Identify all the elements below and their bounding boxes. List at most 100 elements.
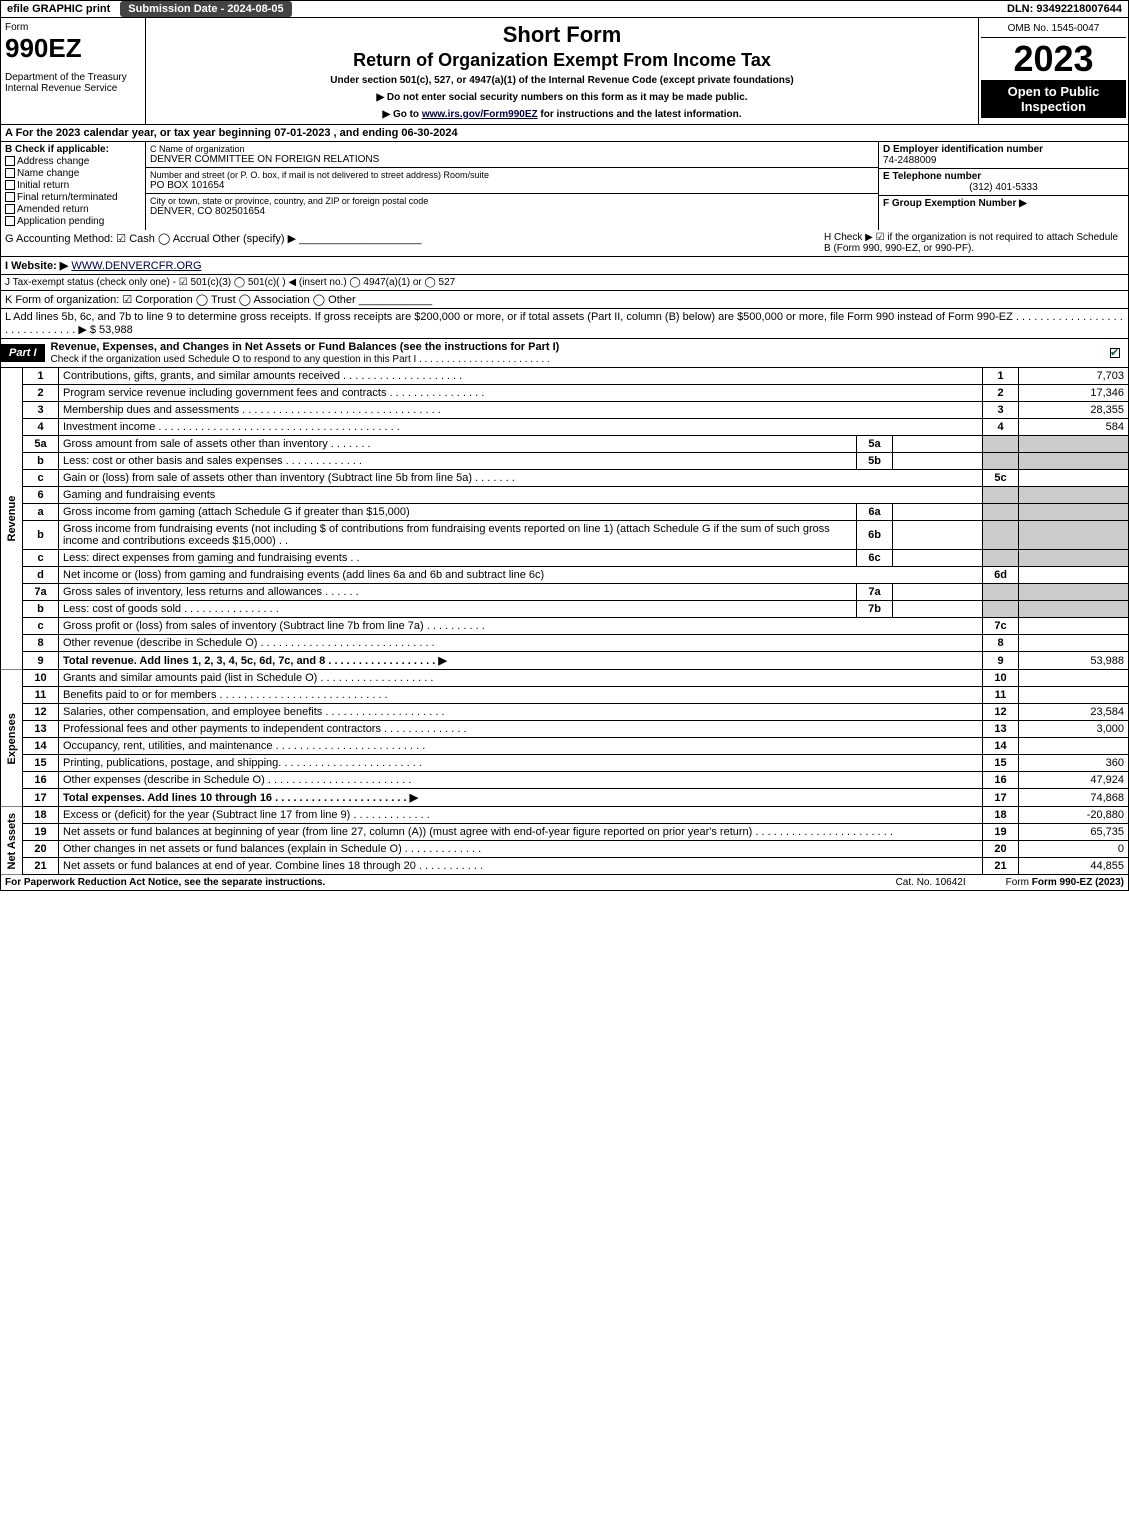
title-return: Return of Organization Exempt From Incom… [150,50,974,71]
line-number: 4 [23,419,59,436]
phone-value: (312) 401-5333 [883,182,1124,193]
line-number: 8 [23,635,59,652]
table-row: 6Gaming and fundraising events [1,487,1129,504]
sub-line-number: 6c [857,550,893,567]
line-desc: Occupancy, rent, utilities, and maintena… [59,738,983,755]
right-val-shaded [1019,584,1129,601]
footer-form-val: Form 990-EZ (2023) [1032,877,1124,888]
top-bar: efile GRAPHIC print Submission Date - 20… [0,0,1129,18]
chk-application-pending[interactable]: Application pending [5,216,141,227]
right-num: 1 [983,368,1019,385]
line-desc: Other revenue (describe in Schedule O) .… [59,635,983,652]
line-number: 3 [23,402,59,419]
sub-line-number: 6b [857,521,893,550]
line-number: c [23,470,59,487]
right-num: 18 [983,807,1019,824]
line-desc: Net income or (loss) from gaming and fun… [59,567,983,584]
right-num: 7c [983,618,1019,635]
right-val-shaded [1019,550,1129,567]
ein-value: 74-2488009 [883,155,1124,166]
table-row: Net Assets18Excess or (deficit) for the … [1,807,1129,824]
ein-label: D Employer identification number [883,144,1124,155]
line-number: 10 [23,670,59,687]
right-val: 47,924 [1019,772,1129,789]
line-number: 1 [23,368,59,385]
right-num-shaded [983,601,1019,618]
website-link[interactable]: WWW.DENVERCFR.ORG [71,260,201,272]
instr-goto-post: for instructions and the latest informat… [538,109,742,120]
right-num-shaded [983,504,1019,521]
form-number: 990EZ [5,33,141,64]
right-num: 8 [983,635,1019,652]
section-label: Revenue [1,368,23,670]
line-desc: Net assets or fund balances at end of ye… [59,858,983,875]
chk-name-change[interactable]: Name change [5,168,141,179]
right-num: 4 [983,419,1019,436]
chk-initial-return[interactable]: Initial return [5,180,141,191]
right-num: 10 [983,670,1019,687]
part1-badge: Part I [1,344,45,362]
line-g-h: G Accounting Method: ☑ Cash ◯ Accrual Ot… [0,230,1129,257]
subtitle: Under section 501(c), 527, or 4947(a)(1)… [150,75,974,86]
line-desc: Professional fees and other payments to … [59,721,983,738]
right-num: 21 [983,858,1019,875]
part1-title-text: Revenue, Expenses, and Changes in Net As… [51,341,560,353]
table-row: 15Printing, publications, postage, and s… [1,755,1129,772]
line-number: 18 [23,807,59,824]
section-label: Expenses [1,670,23,807]
part1-check[interactable] [1104,347,1128,359]
line-desc: Other changes in net assets or fund bala… [59,841,983,858]
line-desc: Program service revenue including govern… [59,385,983,402]
right-val-shaded [1019,453,1129,470]
org-name-label: C Name of organization [150,144,874,154]
org-name-block: C Name of organization DENVER COMMITTEE … [146,142,878,168]
line-h: H Check ▶ ☑ if the organization is not r… [824,232,1124,254]
right-val: 28,355 [1019,402,1129,419]
sub-line-value [893,550,983,567]
org-city-value: DENVER, CO 802501654 [150,206,874,217]
right-num: 19 [983,824,1019,841]
table-row: cGross profit or (loss) from sales of in… [1,618,1129,635]
form-header: Form 990EZ Department of the Treasury In… [0,18,1129,125]
right-val: 584 [1019,419,1129,436]
line-g: G Accounting Method: ☑ Cash ◯ Accrual Ot… [5,232,824,254]
line-desc: Contributions, gifts, grants, and simila… [59,368,983,385]
table-row: 13Professional fees and other payments t… [1,721,1129,738]
sub-line-value [893,584,983,601]
part1-subtitle: Check if the organization used Schedule … [51,354,550,365]
chk-amended-return[interactable]: Amended return [5,204,141,215]
table-row: 11Benefits paid to or for members . . . … [1,687,1129,704]
netassets-table: Net Assets18Excess or (deficit) for the … [0,807,1129,875]
sub-line-number: 5a [857,436,893,453]
right-num: 16 [983,772,1019,789]
submission-date: Submission Date - 2024-08-05 [120,1,291,17]
table-row: Revenue1Contributions, gifts, grants, an… [1,368,1129,385]
col-de: D Employer identification number 74-2488… [878,142,1128,230]
right-val: 44,855 [1019,858,1129,875]
line-number: 11 [23,687,59,704]
sub-line-number: 7a [857,584,893,601]
line-number: 12 [23,704,59,721]
line-number: 13 [23,721,59,738]
line-number: 16 [23,772,59,789]
chk-address-change[interactable]: Address change [5,156,141,167]
col-b: B Check if applicable: Address change Na… [1,142,146,230]
table-row: cGain or (loss) from sale of assets othe… [1,470,1129,487]
line-j: J Tax-exempt status (check only one) - ☑… [0,275,1129,291]
chk-final-return[interactable]: Final return/terminated [5,192,141,203]
table-row: 9Total revenue. Add lines 1, 2, 3, 4, 5c… [1,652,1129,670]
sub-line-number: 6a [857,504,893,521]
form-label: Form [5,22,141,33]
col-c: C Name of organization DENVER COMMITTEE … [146,142,878,230]
sub-line-value [893,601,983,618]
org-addr-block: Number and street (or P. O. box, if mail… [146,168,878,194]
phone-block: E Telephone number (312) 401-5333 [879,169,1128,196]
right-val [1019,738,1129,755]
table-row: 20Other changes in net assets or fund ba… [1,841,1129,858]
line-desc: Gross sales of inventory, less returns a… [59,584,857,601]
irs-link[interactable]: www.irs.gov/Form990EZ [422,109,538,120]
instr-goto: ▶ Go to www.irs.gov/Form990EZ for instru… [150,109,974,120]
line-number: 15 [23,755,59,772]
right-num: 3 [983,402,1019,419]
line-desc: Less: direct expenses from gaming and fu… [59,550,857,567]
